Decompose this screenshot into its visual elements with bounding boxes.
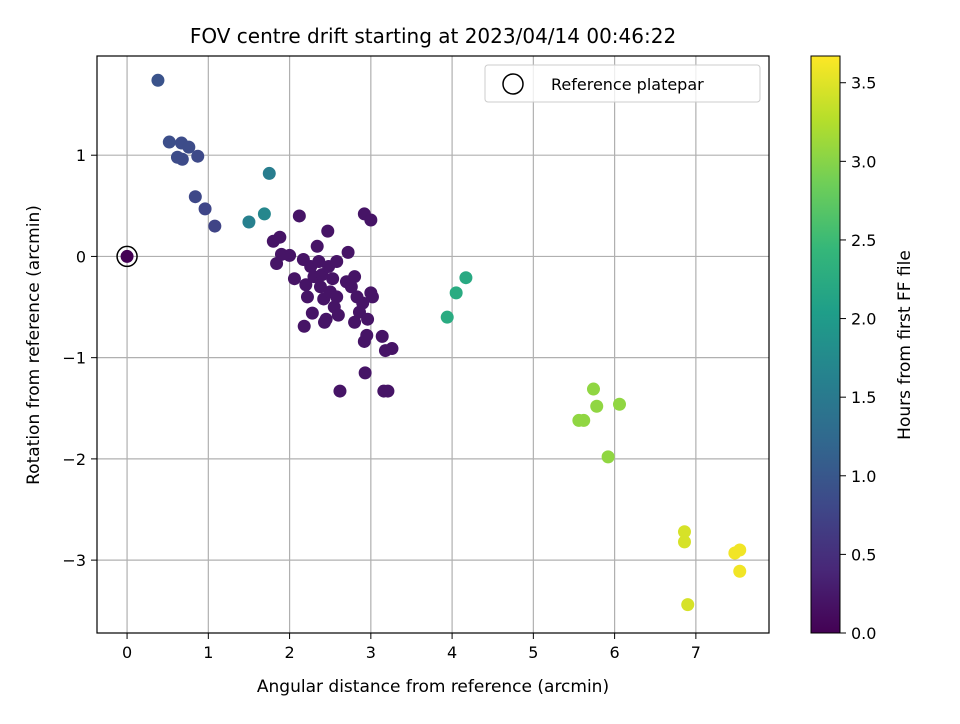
data-point	[299, 278, 313, 292]
data-point	[348, 315, 362, 329]
data-point	[242, 215, 256, 229]
data-point	[333, 384, 347, 398]
data-point	[175, 152, 189, 166]
data-point	[459, 271, 473, 285]
data-point	[348, 270, 362, 284]
data-point	[677, 525, 691, 539]
data-point	[292, 209, 306, 223]
data-point	[365, 290, 379, 304]
data-point	[341, 245, 355, 259]
x-tick-label: 3	[366, 643, 376, 662]
data-point	[586, 382, 600, 396]
x-tick-label: 4	[447, 643, 457, 662]
x-tick-label: 0	[122, 643, 132, 662]
y-tick-label: 1	[76, 146, 86, 165]
data-point	[283, 248, 297, 262]
data-point	[257, 207, 271, 221]
data-point	[305, 306, 319, 320]
colorbar-ticks: 0.0 0.5 1.0 1.5 2.0 2.5 3.0 3.5	[840, 74, 876, 643]
legend-marker-icon	[502, 73, 524, 95]
data-point	[297, 319, 311, 333]
legend-box	[484, 64, 761, 103]
data-point	[321, 224, 335, 238]
data-point	[681, 598, 695, 612]
data-point	[273, 230, 287, 244]
reference-platepar-marker	[116, 245, 138, 268]
data-point	[733, 564, 747, 578]
colorbar-label: Hours from first FF file	[895, 250, 915, 440]
x-axis-ticks: 0 1 2 3 4 5 6 7	[122, 633, 701, 662]
data-point	[287, 272, 301, 286]
data-point	[385, 342, 399, 356]
data-point	[358, 366, 372, 380]
data-point	[300, 290, 314, 304]
data-point	[120, 249, 134, 263]
data-point	[313, 280, 327, 294]
data-point	[361, 312, 375, 326]
colorbar: 0.0 0.5 1.0 1.5 2.0 2.5 3.0 3.5 Hours from firs…	[810, 55, 915, 643]
y-axis-label: Rotation from reference (arcmin)	[24, 205, 44, 485]
y-tick-label: −2	[62, 450, 86, 469]
data-point	[326, 272, 340, 286]
colorbar-tick-label: 3.0	[851, 152, 876, 171]
colorbar-gradient	[810, 55, 841, 634]
data-point	[318, 315, 332, 329]
data-point	[331, 308, 345, 322]
x-tick-label: 2	[284, 643, 294, 662]
data-point	[577, 413, 591, 427]
grid	[97, 56, 769, 633]
data-point	[330, 290, 344, 304]
x-tick-label: 7	[691, 643, 701, 662]
data-point	[449, 286, 463, 300]
colorbar-tick-label: 1.0	[851, 467, 876, 486]
data-point	[356, 296, 370, 310]
legend-label: Reference platepar	[551, 75, 704, 94]
data-point	[151, 73, 165, 87]
data-point	[312, 254, 326, 268]
data-point	[262, 166, 276, 180]
x-tick-label: 6	[610, 643, 620, 662]
y-tick-label: −1	[62, 349, 86, 368]
data-points	[120, 73, 747, 612]
chart-title: FOV centre drift starting at 2023/04/14 …	[190, 24, 676, 48]
data-point	[188, 190, 202, 204]
y-tick-label: 0	[76, 247, 86, 266]
x-tick-label: 1	[203, 643, 213, 662]
x-axis-label: Angular distance from reference (arcmin)	[257, 677, 609, 697]
data-point	[375, 329, 389, 343]
data-point	[590, 399, 604, 413]
data-point	[191, 149, 205, 163]
data-point	[733, 543, 747, 557]
data-point	[381, 384, 395, 398]
data-point	[677, 535, 691, 549]
data-point	[208, 219, 222, 233]
colorbar-tick-label: 3.5	[851, 74, 876, 93]
colorbar-tick-label: 2.5	[851, 231, 876, 250]
colorbar-tick-label: 1.5	[851, 388, 876, 407]
data-point	[440, 310, 454, 324]
data-point	[612, 397, 626, 411]
colorbar-tick-label: 2.0	[851, 310, 876, 329]
data-point	[310, 239, 324, 253]
reference-marker-layer	[116, 245, 138, 268]
data-point	[162, 135, 176, 149]
data-point	[198, 202, 212, 216]
colorbar-tick-label: 0.0	[851, 624, 876, 643]
data-point	[344, 280, 358, 294]
data-point	[182, 140, 196, 154]
data-point	[601, 450, 615, 464]
y-axis-ticks: −3 −2 −1 0 1	[62, 146, 97, 570]
data-point	[360, 328, 374, 342]
data-point	[364, 213, 378, 227]
legend: Reference platepar	[484, 64, 761, 103]
x-tick-label: 5	[528, 643, 538, 662]
plot-frame	[96, 55, 770, 634]
data-point	[330, 254, 344, 268]
colorbar-tick-label: 0.5	[851, 545, 876, 564]
y-tick-label: −3	[62, 551, 86, 570]
